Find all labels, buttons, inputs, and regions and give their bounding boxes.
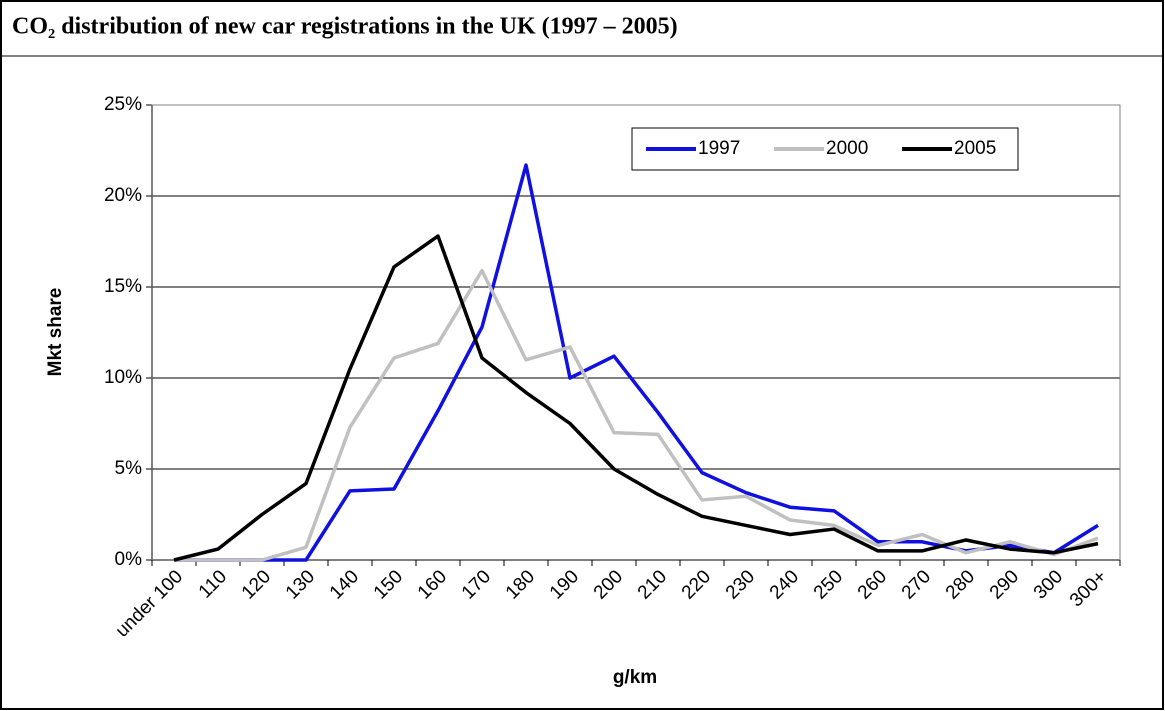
y-tick-label: 0%	[115, 549, 143, 570]
legend-label: 2005	[954, 138, 996, 159]
y-tick-label: 25%	[104, 94, 142, 115]
legend-label: 2000	[826, 138, 868, 159]
y-tick-label: 10%	[104, 367, 142, 388]
line-series	[174, 268, 1099, 562]
chart-title: CO₂ distribution of new car registration…	[12, 14, 678, 40]
x-axis-label: g/km	[613, 667, 657, 688]
y-tick-label: 20%	[104, 185, 142, 206]
legend-label: 1997	[698, 138, 740, 159]
line-series	[173, 234, 1099, 562]
y-axis-label: Mkt share	[45, 288, 66, 377]
legend-box	[631, 127, 1019, 171]
y-tick-label: 15%	[104, 276, 142, 297]
y-tick-label: 5%	[115, 458, 143, 479]
